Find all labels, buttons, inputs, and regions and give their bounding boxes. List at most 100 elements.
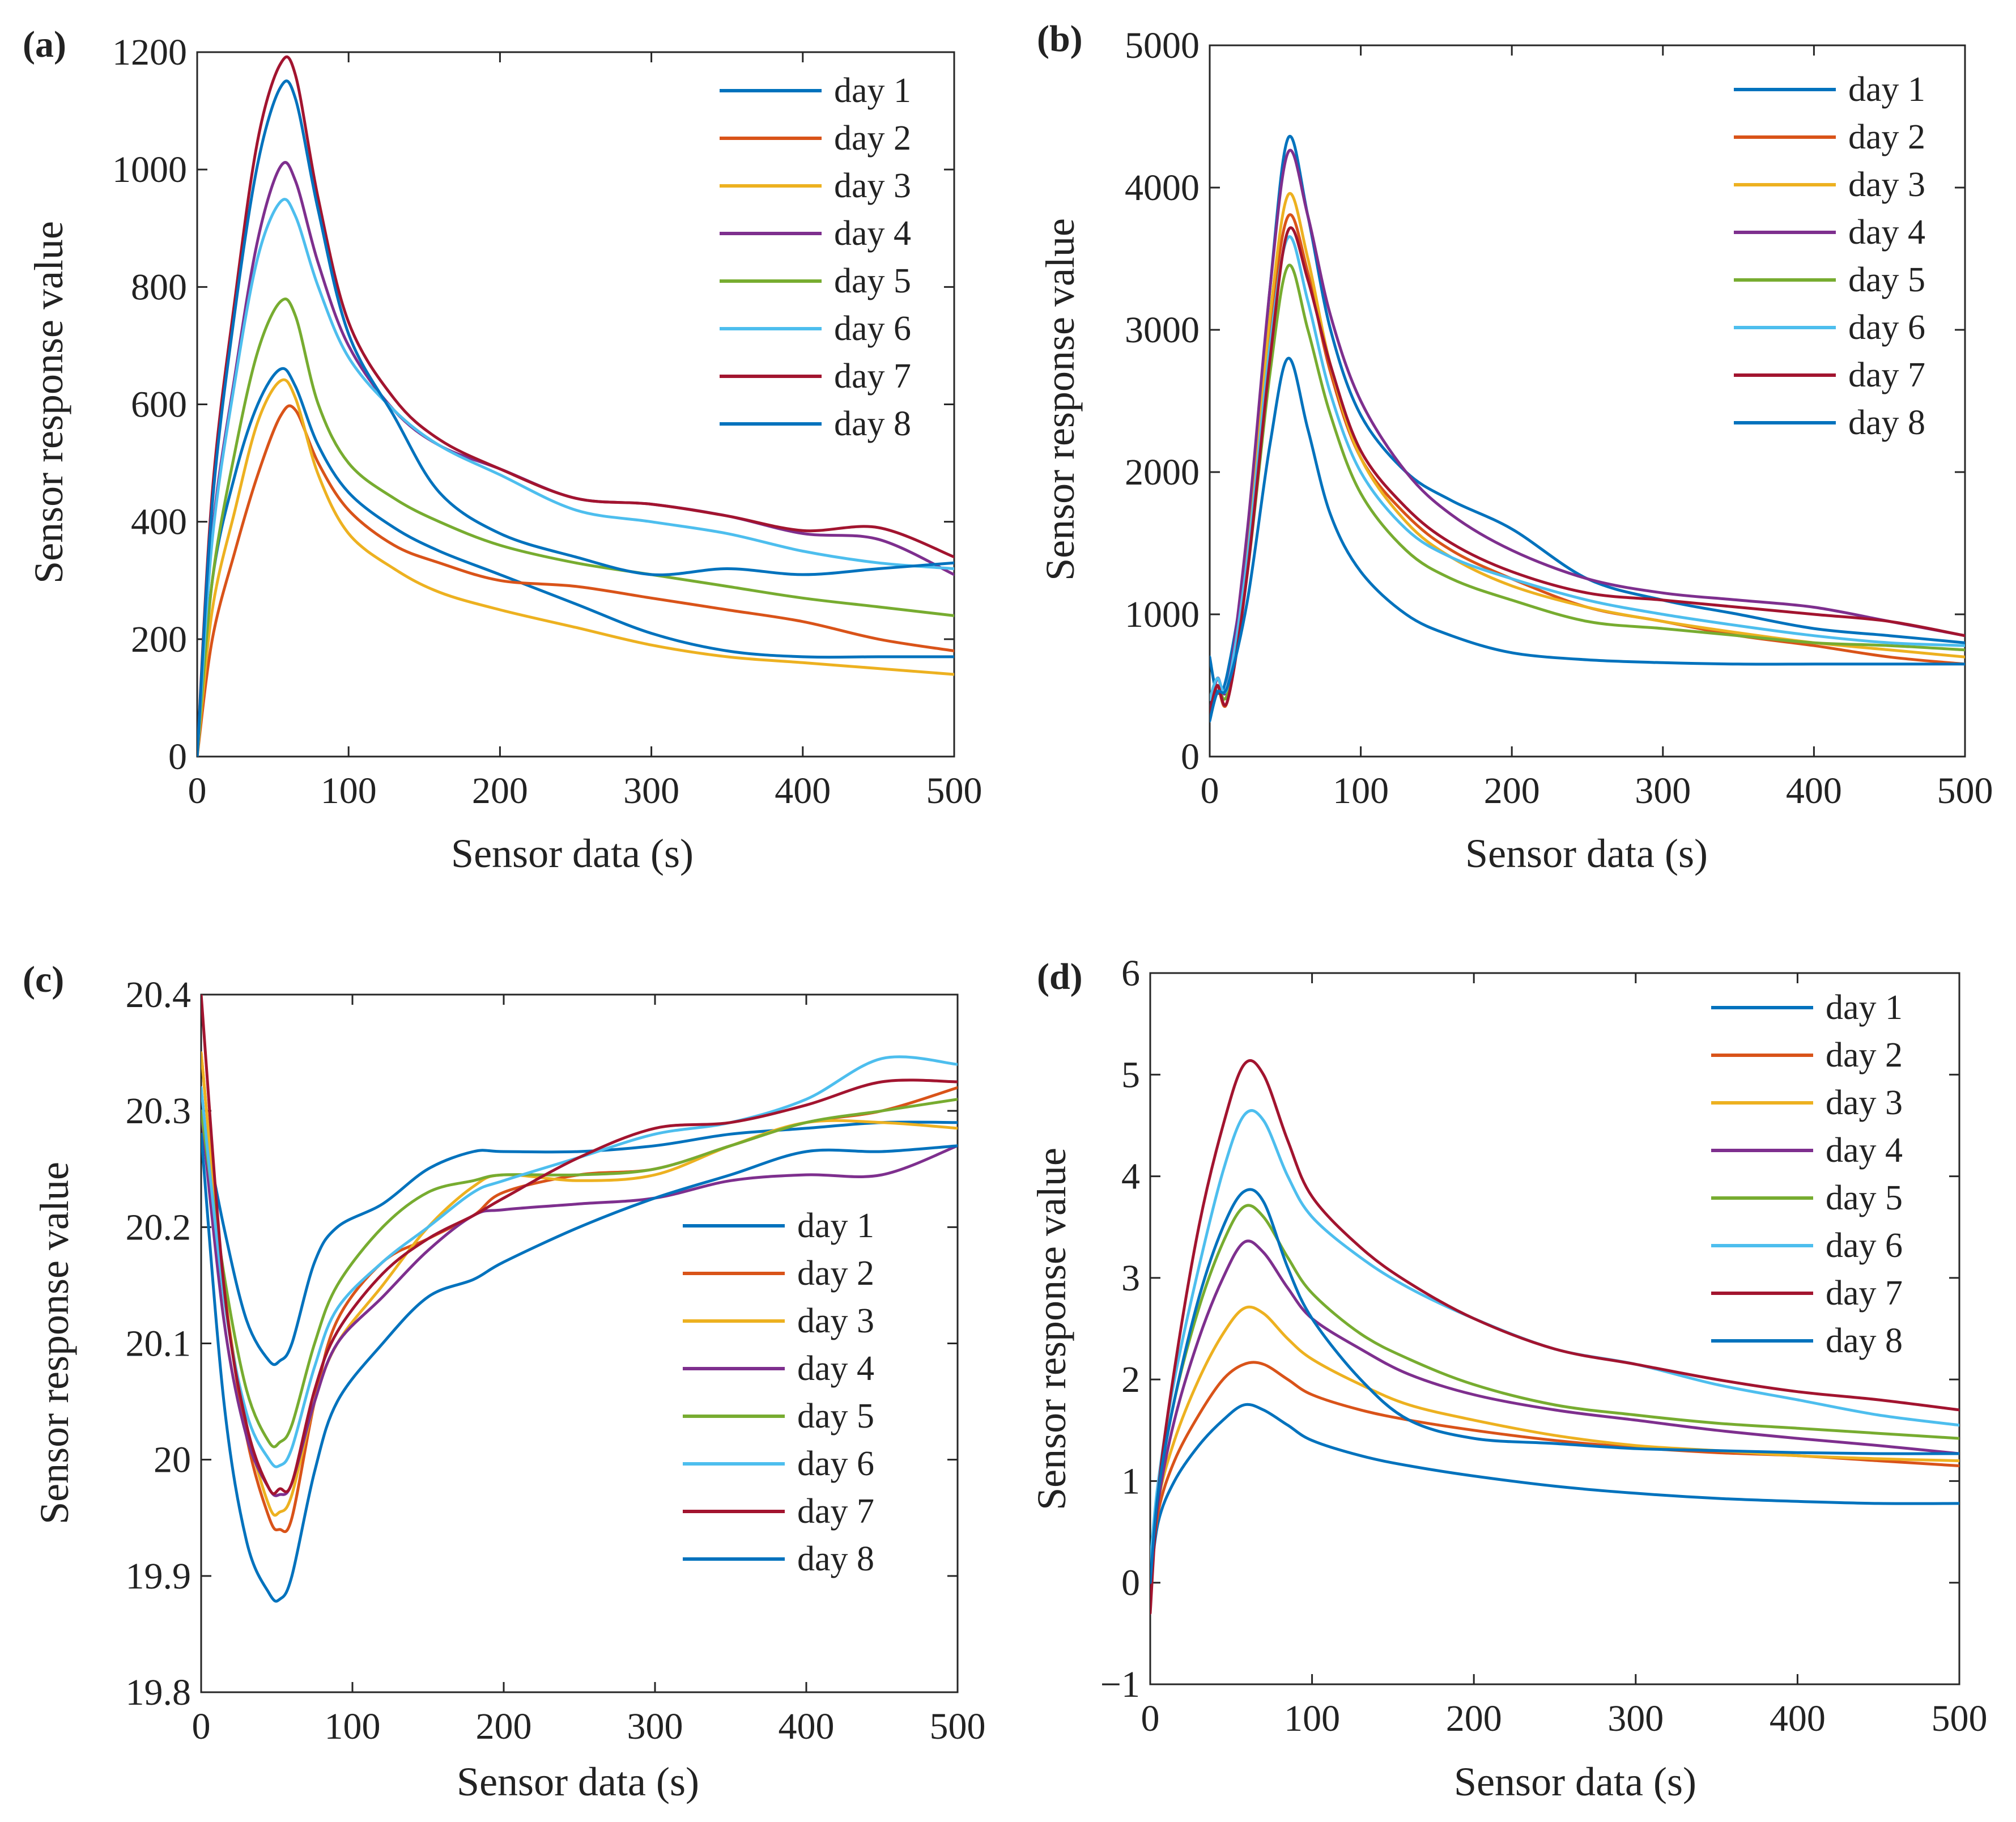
- series-line-day-8: [1150, 1188, 1959, 1585]
- x-tick-label: 300: [1607, 1698, 1664, 1739]
- x-tick-label: 0: [188, 770, 207, 812]
- x-tick-label: 300: [1635, 770, 1691, 812]
- x-tick-label: 100: [325, 1706, 381, 1747]
- series-line-day-2: [197, 404, 954, 757]
- legend-label-day-6: day 6: [797, 1445, 874, 1483]
- legend-label-day-5: day 5: [797, 1397, 874, 1435]
- legend-label-day-1: day 1: [1848, 70, 1925, 109]
- series-group: [1150, 1059, 1959, 1615]
- series-line-day-1: [1150, 1403, 1959, 1585]
- x-tick-label: 200: [1446, 1698, 1502, 1739]
- legend: day 1 day 2 day 3 day 4 day 5 day 6 day 7 day 8: [1711, 988, 1903, 1360]
- y-tick-label: 2000: [1125, 452, 1200, 493]
- y-tick-label: 600: [131, 384, 187, 426]
- y-tick-label: 1200: [112, 32, 187, 73]
- series-line-day-8: [197, 79, 954, 757]
- legend-label-day-6: day 6: [834, 309, 911, 348]
- y-tick-label: 1: [1121, 1460, 1140, 1502]
- series-group: [197, 55, 954, 757]
- y-axis-label: Sensor response value: [32, 1162, 77, 1524]
- x-axis-label: Sensor data (s): [457, 1759, 699, 1804]
- series-line-day-8: [1210, 356, 1965, 723]
- legend-label-day-1: day 1: [1826, 988, 1903, 1027]
- series-group: [201, 995, 958, 1603]
- x-tick-label: 200: [472, 770, 528, 812]
- legend-label-day-1: day 1: [797, 1207, 874, 1245]
- legend-label-day-5: day 5: [1826, 1179, 1903, 1217]
- y-tick-label: 800: [131, 266, 187, 308]
- panel-letter: (a): [23, 24, 66, 65]
- y-tick-label: 5: [1121, 1054, 1140, 1095]
- series-line-day-3: [1210, 192, 1965, 702]
- y-tick-label: 1000: [1125, 594, 1200, 635]
- series-line-day-7: [197, 55, 954, 757]
- x-tick-label: 100: [1333, 770, 1389, 812]
- x-tick-label: 0: [1201, 770, 1219, 812]
- legend-label-day-3: day 3: [1848, 165, 1925, 204]
- series-group: [1210, 135, 1965, 723]
- y-tick-label: 1000: [112, 149, 187, 190]
- series-line-day-5: [201, 1098, 958, 1449]
- y-tick-label: 4000: [1125, 167, 1200, 209]
- x-axis-label: Sensor data (s): [451, 831, 694, 876]
- y-tick-label: 20.2: [126, 1207, 192, 1248]
- y-axis-label: Sensor response value: [1037, 218, 1083, 581]
- x-tick-label: 400: [779, 1706, 835, 1747]
- chart-panel-1: 0 100 200 300 400 500 0 200 400 600 800 1000 1200 day…: [23, 24, 983, 876]
- legend-label-day-4: day 4: [1826, 1131, 1903, 1170]
- series-line-day-8: [201, 1132, 958, 1603]
- panel-letter: (b): [1037, 18, 1083, 60]
- y-tick-label: 0: [168, 736, 187, 778]
- legend-label-day-4: day 4: [834, 214, 911, 253]
- legend-label-day-2: day 2: [797, 1254, 874, 1293]
- y-tick-label: 4: [1121, 1156, 1140, 1197]
- chart-panel-2: 0 100 200 300 400 500010002000300040005000day…: [1037, 18, 1993, 876]
- x-tick-label: 200: [1484, 770, 1540, 812]
- y-tick-label: 0: [1181, 736, 1200, 778]
- x-tick-label: 400: [775, 770, 831, 812]
- legend: day 1 day 2 day 3 day 4 day 5 day 6 day 7 day 8: [720, 71, 911, 443]
- legend-label-day-2: day 2: [1848, 118, 1925, 156]
- series-line-day-4: [1150, 1239, 1959, 1585]
- y-axis-label: Sensor response value: [1029, 1148, 1074, 1510]
- y-tick-label: 20.4: [126, 974, 192, 1016]
- legend-label-day-8: day 8: [1848, 404, 1925, 442]
- x-tick-label: 400: [1786, 770, 1842, 812]
- series-line-day-6: [1150, 1109, 1959, 1564]
- legend-label-day-6: day 6: [1826, 1226, 1903, 1265]
- legend-label-day-7: day 7: [834, 357, 911, 396]
- legend-label-day-3: day 3: [1826, 1084, 1903, 1122]
- x-tick-label: 0: [1141, 1698, 1160, 1739]
- x-tick-label: 300: [627, 1706, 683, 1747]
- legend-label-day-7: day 7: [797, 1492, 874, 1531]
- y-axis-label: Sensor response value: [26, 221, 71, 584]
- x-tick-label: 400: [1770, 1698, 1826, 1739]
- legend-label-day-3: day 3: [797, 1302, 874, 1340]
- x-axis-label: Sensor data (s): [1465, 831, 1708, 876]
- legend: day 1 day 2 day 3 day 4 day 5 day 6 day 7 day 8: [1734, 70, 1925, 442]
- y-tick-label: 400: [131, 502, 187, 543]
- series-line-day-7: [1210, 226, 1965, 716]
- y-tick-label: 20.3: [126, 1090, 192, 1132]
- legend-label-day-8: day 8: [797, 1540, 874, 1578]
- y-tick-label: 20: [154, 1439, 191, 1481]
- y-tick-label: 19.8: [126, 1672, 192, 1713]
- y-tick-label: 19.9: [126, 1556, 192, 1597]
- series-line-day-4: [201, 1109, 958, 1497]
- series-line-day-1: [197, 367, 954, 757]
- panel-letter: (d): [1037, 956, 1083, 997]
- y-tick-label: 20.1: [126, 1323, 192, 1365]
- series-line-day-7: [201, 995, 958, 1496]
- legend-label-day-1: day 1: [834, 71, 911, 110]
- legend-label-day-5: day 5: [1848, 261, 1925, 299]
- legend-label-day-7: day 7: [1848, 356, 1925, 394]
- x-tick-label: 500: [926, 770, 983, 812]
- y-tick-label: 200: [131, 619, 187, 660]
- y-tick-label: 3000: [1125, 309, 1200, 351]
- legend: day 1 day 2 day 3 day 4 day 5 day 6 day 7 day 8: [683, 1207, 874, 1578]
- x-tick-label: 100: [321, 770, 377, 812]
- series-line-day-6: [197, 198, 954, 757]
- x-tick-label: 500: [1932, 1698, 1988, 1739]
